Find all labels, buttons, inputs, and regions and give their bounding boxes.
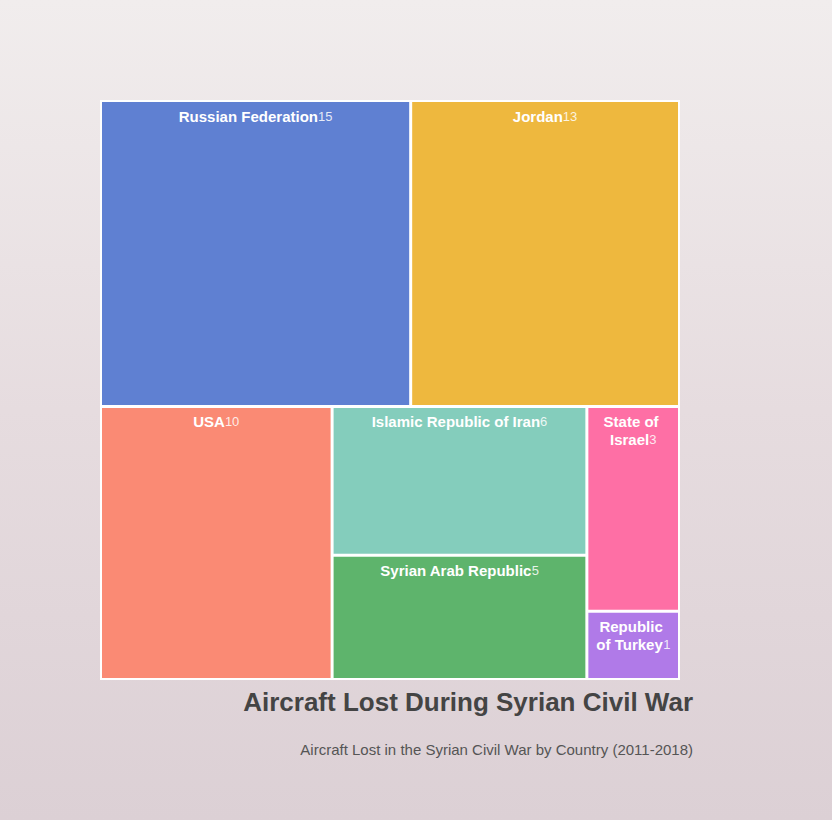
svg-text:Israel: Israel bbox=[610, 431, 649, 448]
svg-text:Russian Federation: Russian Federation bbox=[179, 108, 318, 125]
svg-text:13: 13 bbox=[563, 109, 577, 124]
svg-text:3: 3 bbox=[649, 432, 656, 447]
svg-text:Aircraft Lost in the Syrian Ci: Aircraft Lost in the Syrian Civil War by… bbox=[300, 741, 693, 758]
svg-text:1: 1 bbox=[663, 637, 670, 652]
svg-text:Aircraft Lost During Syrian Ci: Aircraft Lost During Syrian Civil War bbox=[243, 687, 693, 717]
svg-text:State of: State of bbox=[604, 413, 663, 430]
svg-text:5: 5 bbox=[532, 563, 539, 578]
svg-text:6: 6 bbox=[540, 414, 547, 429]
svg-text:15: 15 bbox=[318, 109, 332, 124]
svg-text:10: 10 bbox=[225, 414, 239, 429]
svg-text:USA: USA bbox=[193, 413, 225, 430]
svg-text:Jordan: Jordan bbox=[513, 108, 563, 125]
svg-text:Syrian Arab Republic: Syrian Arab Republic bbox=[380, 562, 531, 579]
svg-text:Republic: Republic bbox=[599, 618, 667, 635]
svg-text:Islamic Republic of Iran: Islamic Republic of Iran bbox=[372, 413, 540, 430]
svg-text:of Turkey: of Turkey bbox=[596, 636, 663, 653]
